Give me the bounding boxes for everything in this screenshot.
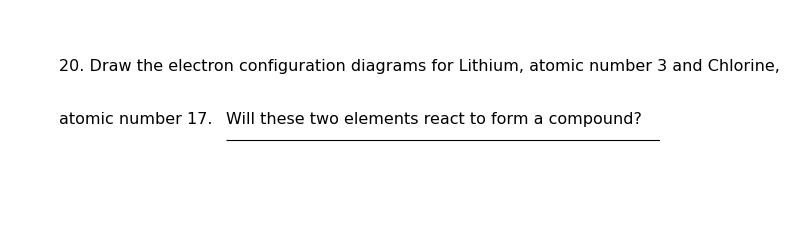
Text: Will these two elements react to form a compound?: Will these two elements react to form a … (226, 112, 642, 127)
Text: 20. Draw the electron configuration diagrams for Lithium, atomic number 3 and Ch: 20. Draw the electron configuration diag… (59, 60, 780, 74)
Text: atomic number 17.: atomic number 17. (59, 112, 218, 127)
